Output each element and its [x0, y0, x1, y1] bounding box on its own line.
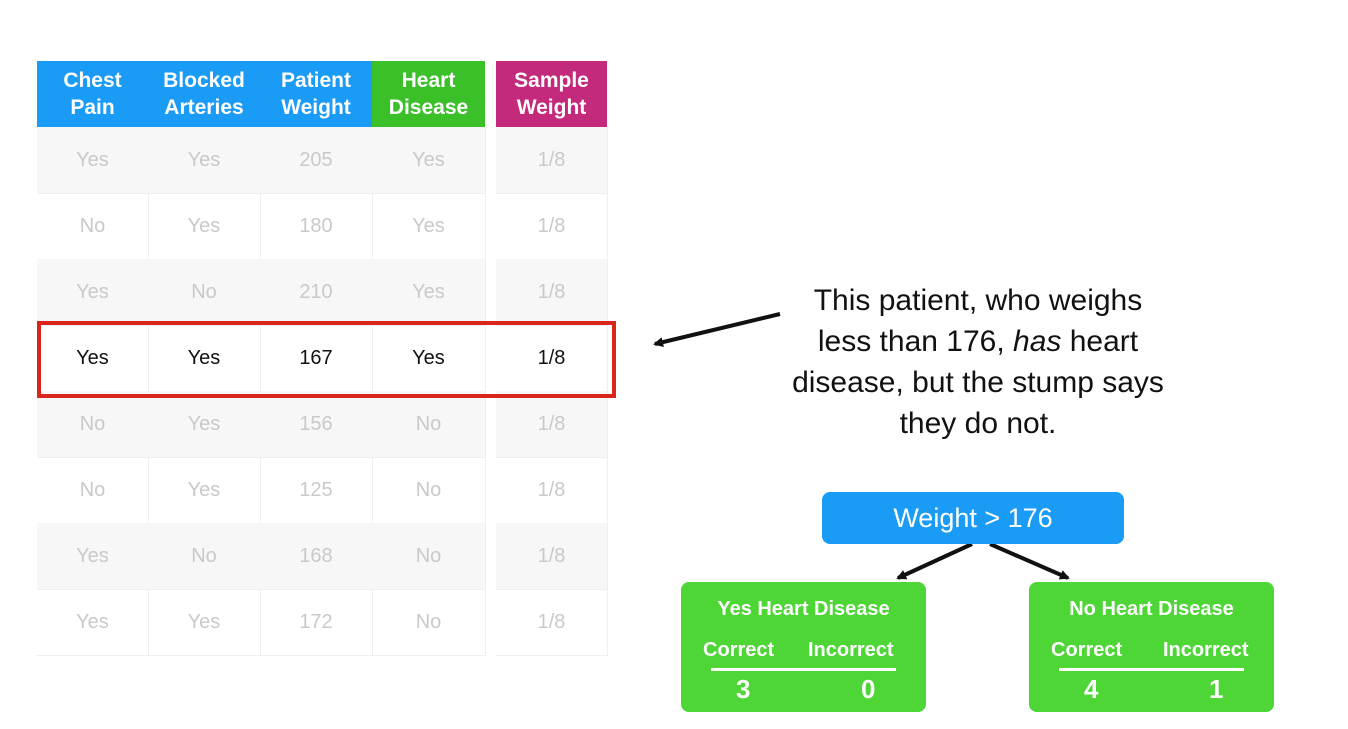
table-cell: 1/8: [496, 523, 608, 590]
leaf-no-heart-disease: No Heart Disease Correct Incorrect 4 1: [1029, 582, 1274, 712]
correct-count: 3: [736, 674, 751, 704]
table-cell: 210: [260, 259, 373, 326]
incorrect-label: Incorrect: [808, 639, 894, 661]
explanation-fragment: heart: [1061, 325, 1139, 358]
table-cell: Yes: [372, 259, 486, 326]
leaf-title: No Heart Disease: [1069, 598, 1234, 620]
right-branch-arrow-icon: [989, 542, 1070, 580]
table-cell: Yes: [148, 127, 261, 194]
leaf-title: Yes Heart Disease: [717, 598, 890, 620]
table-cell: 156: [260, 391, 373, 458]
table-cell: No: [37, 391, 149, 458]
incorrect-count: 1: [1209, 674, 1224, 704]
incorrect-count: 0: [861, 674, 876, 704]
table-cell: Yes: [37, 589, 149, 656]
header-chest-pain: Chest Pain: [37, 61, 148, 127]
table-cell: Yes: [148, 589, 261, 656]
header-blocked-arteries: Blocked Arteries: [148, 61, 260, 127]
header-sample-weight: Sample Weight: [496, 61, 607, 127]
table-cell: Yes: [148, 391, 261, 458]
incorrect-label: Incorrect: [1163, 639, 1249, 661]
explanation-line: This patient, who weighs: [813, 284, 1143, 317]
table-row: No Yes 156 No 1/8: [37, 391, 608, 458]
table-row: Yes Yes 205 Yes 1/8: [37, 127, 608, 194]
explanation-fragment: less than 176,: [817, 325, 1014, 358]
table-cell: 1/8: [496, 259, 608, 326]
table-cell: 205: [260, 127, 373, 194]
pointer-arrow-icon: [653, 312, 781, 347]
table-cell: No: [148, 259, 261, 326]
table-cell: 168: [260, 523, 373, 590]
table-cell: Yes: [37, 523, 149, 590]
table-cell: No: [372, 391, 486, 458]
table-cell: No: [372, 589, 486, 656]
table-row: Yes No 168 No 1/8: [37, 523, 608, 590]
correct-count: 4: [1084, 674, 1099, 704]
stump-root-node: Weight > 176: [822, 492, 1124, 544]
explanation-line: they do not.: [899, 407, 1057, 440]
table-cell: No: [372, 523, 486, 590]
table-row: Yes No 210 Yes 1/8: [37, 259, 608, 326]
left-branch-arrow-icon: [896, 542, 973, 580]
header-patient-weight: Patient Weight: [260, 61, 372, 127]
table-cell: No: [148, 523, 261, 590]
table-cell: 1/8: [496, 127, 608, 194]
explanation-line: less than 176, has heart: [740, 321, 1216, 362]
leaf-divider: [711, 668, 896, 671]
table-cell: 172: [260, 589, 373, 656]
table-cell: 1/8: [496, 589, 608, 656]
table-row: Yes Yes 172 No 1/8: [37, 589, 608, 656]
explanation-emphasis: has: [1013, 325, 1062, 358]
leaf-yes-heart-disease: Yes Heart Disease Correct Incorrect 3 0: [681, 582, 926, 712]
table-cell: Yes: [37, 259, 149, 326]
correct-label: Correct: [1051, 639, 1123, 661]
table-cell: 1/8: [496, 391, 608, 458]
table-cell: Yes: [37, 127, 149, 194]
header-heart-disease: Heart Disease: [372, 61, 485, 127]
table-cell: Yes: [372, 127, 486, 194]
explanation-line: disease, but the stump says: [792, 366, 1164, 399]
explanation-text: This patient, who weighs less than 176, …: [740, 280, 1216, 444]
correct-label: Correct: [703, 639, 775, 661]
leaf-divider: [1059, 668, 1244, 671]
